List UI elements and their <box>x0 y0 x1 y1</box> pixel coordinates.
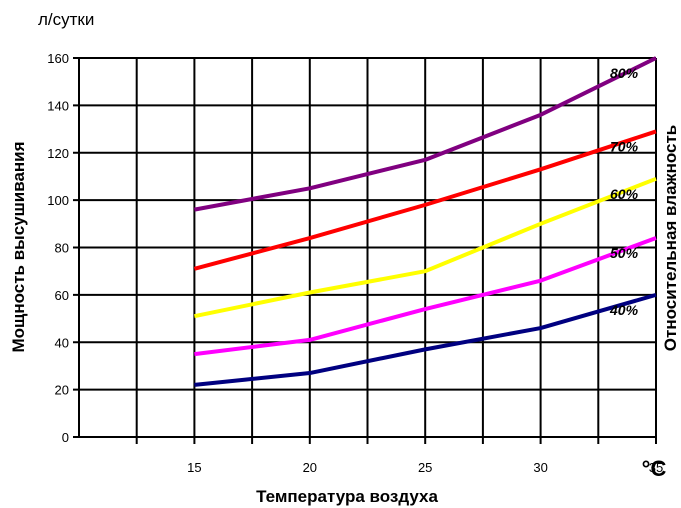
y-tick-label: 0 <box>62 430 69 445</box>
x-axis-title: Температура воздуха <box>256 487 438 506</box>
axes <box>73 57 657 444</box>
y-tick-label: 40 <box>55 335 69 350</box>
series-label-60: 60% <box>610 186 639 202</box>
tick-labels: 0 20 40 60 80 100 120 140 160 15 20 25 30 35 <box>47 51 663 475</box>
y-tick-label: 60 <box>55 288 69 303</box>
y-tick-label: 20 <box>55 383 69 398</box>
x-tick-label: 25 <box>418 460 432 475</box>
series-line-60 <box>193 176 657 319</box>
x-tick-label: 15 <box>187 460 201 475</box>
y-unit-label: л/сутки <box>38 10 94 29</box>
y-tick-label: 160 <box>47 51 69 66</box>
y-tick-label: 80 <box>55 241 69 256</box>
y-tick-label: 100 <box>47 193 69 208</box>
series-label-70: 70% <box>610 138 639 154</box>
x-tick-label: 20 <box>303 460 317 475</box>
series-line-70 <box>193 129 657 271</box>
y-tick-label: 120 <box>47 146 69 161</box>
x-unit-label: °C <box>642 456 667 481</box>
series-label-80: 80% <box>610 65 639 81</box>
grid <box>79 57 657 437</box>
series-line-50 <box>194 236 657 357</box>
series-labels: 80% 70% 60% 50% 40% <box>609 65 639 318</box>
series-lines <box>193 56 657 387</box>
series-label-50: 50% <box>610 245 639 261</box>
y-axis-title: Мощность высушивания <box>9 141 28 352</box>
y-tick-label: 140 <box>47 98 69 113</box>
series-label-40: 40% <box>609 302 639 318</box>
x-tick-label: 30 <box>533 460 547 475</box>
legend-title: Относительная влажность <box>661 125 680 351</box>
series-line-80 <box>194 56 657 212</box>
series-line-40 <box>194 292 657 387</box>
x-tick-label: 35 <box>649 460 663 475</box>
